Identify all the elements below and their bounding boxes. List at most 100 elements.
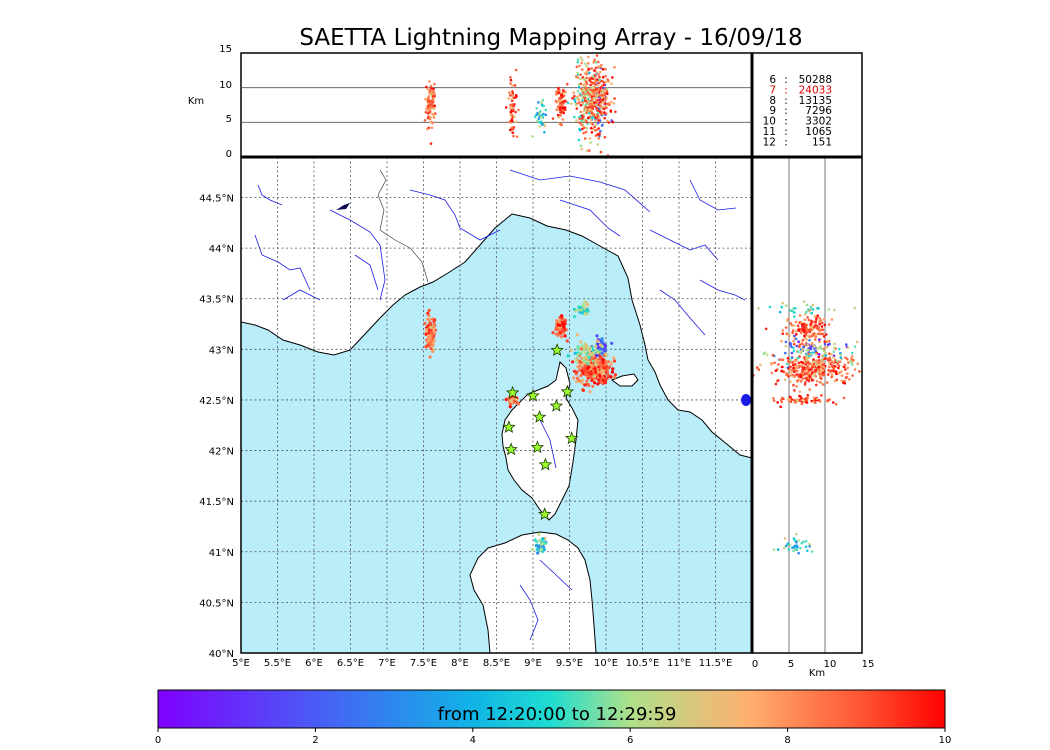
lon-tick-label: 9°E (524, 658, 542, 669)
side-source-point (786, 542, 790, 545)
side-source-point (858, 370, 861, 373)
lightning-source-point (430, 331, 434, 335)
side-source-point (800, 363, 803, 367)
side-source-point (850, 357, 853, 360)
altitude-source-point (582, 131, 585, 135)
side-source-point (789, 374, 792, 377)
lightning-source-point (589, 375, 593, 379)
side-source-point (853, 306, 857, 310)
side-altitude-panel: 0 5 10 15 Km (741, 156, 874, 679)
altitude-source-point (580, 123, 583, 126)
side-source-point (803, 372, 807, 376)
lon-tick-label: 5°E (232, 658, 250, 669)
side-source-point (823, 323, 827, 327)
altitude-source-point (544, 113, 548, 117)
side-source-point (827, 323, 831, 326)
side-source-point (802, 540, 805, 543)
side-source-point (776, 548, 780, 551)
lat-tick-label: 44°N (209, 244, 234, 255)
station-star-icon (550, 343, 564, 357)
lat-tick-label: 44.5°N (199, 193, 234, 204)
lightning-source-point (591, 359, 595, 363)
lat-tick-label: 40°N (209, 649, 234, 660)
lightning-source-point (602, 366, 607, 370)
alt-tick-5: 5 (226, 114, 232, 125)
altitude-source-point (581, 99, 584, 102)
altitude-source-point (583, 94, 587, 98)
side-source-point (781, 301, 784, 305)
altitude-source-point (588, 108, 591, 112)
lightning-source-point (579, 352, 583, 356)
altitude-source-point (597, 127, 600, 130)
lightning-source-point (429, 346, 433, 351)
side-source-point (801, 368, 805, 372)
altitude-source-point (585, 82, 589, 86)
lightning-source-point (600, 337, 604, 341)
side-source-point (799, 321, 803, 324)
side-source-point (812, 374, 816, 378)
altitude-source-point (543, 124, 547, 127)
station-number: 10 (763, 116, 776, 128)
lightning-source-point (571, 360, 575, 364)
lightning-source-point (604, 352, 608, 356)
altitude-source-point (601, 67, 605, 71)
altitude-source-point (536, 111, 539, 115)
lon-tick-label: 11.5°E (699, 658, 733, 669)
altitude-source-point (583, 84, 587, 88)
altitude-source-point (612, 102, 615, 105)
altitude-source-point (589, 83, 592, 87)
altitude-source-point (579, 103, 583, 107)
side-source-point (777, 363, 780, 366)
side-source-point (795, 344, 799, 348)
map-panel: 5°E 5.5°E 6°E 6.5°E 7°E 7.5°E 8°E 8.5°E 9°E 9.5°E… (199, 156, 753, 669)
altitude-source-point (589, 126, 593, 130)
altitude-source-point (596, 89, 600, 93)
altitude-source-point (594, 74, 597, 78)
altitude-source-point (580, 61, 584, 65)
lightning-source-point (514, 398, 518, 402)
side-source-point (817, 368, 821, 372)
side-source-point (825, 345, 829, 349)
side-source-point (832, 367, 836, 370)
side-source-point (805, 357, 808, 360)
altitude-source-point (600, 96, 604, 99)
lightning-source-point (558, 320, 562, 325)
altitude-source-point (596, 133, 600, 136)
lightning-source-point (601, 368, 605, 372)
altitude-source-point (511, 84, 514, 87)
altitude-source-point (583, 87, 586, 91)
altitude-source-point (514, 94, 518, 97)
altitude-source-point (559, 114, 563, 117)
side-source-point (840, 379, 844, 383)
side-source-point (781, 329, 785, 332)
side-source-point (813, 399, 816, 402)
side-source-point (811, 341, 814, 345)
altitude-source-point (591, 86, 594, 89)
side-source-point (853, 368, 857, 371)
altitude-source-point (587, 116, 590, 119)
side-source-point (794, 330, 798, 333)
side-source-point (806, 394, 810, 397)
side-source-point (785, 373, 788, 377)
side-source-point (810, 367, 813, 371)
side-source-point (833, 308, 836, 312)
lightning-source-point (427, 329, 431, 333)
lightning-source-point (587, 356, 591, 360)
lightning-source-point (433, 318, 437, 322)
altitude-source-point (586, 62, 590, 65)
lightning-source-point (538, 538, 542, 543)
altitude-source-point (576, 71, 579, 75)
altitude-source-point (535, 107, 538, 110)
altitude-source-point (579, 77, 582, 81)
lightning-source-point (594, 344, 598, 348)
lightning-source-point (604, 363, 608, 367)
altitude-source-point (596, 60, 600, 64)
altitude-source-point (598, 116, 601, 119)
altitude-source-point (590, 108, 594, 112)
lightning-source-point (595, 334, 599, 338)
altitude-source-point (432, 116, 436, 119)
side-source-point (805, 361, 808, 364)
lightning-source-point (508, 405, 512, 409)
side-source-point (791, 546, 794, 549)
count-row: 6:50288 (769, 74, 832, 86)
